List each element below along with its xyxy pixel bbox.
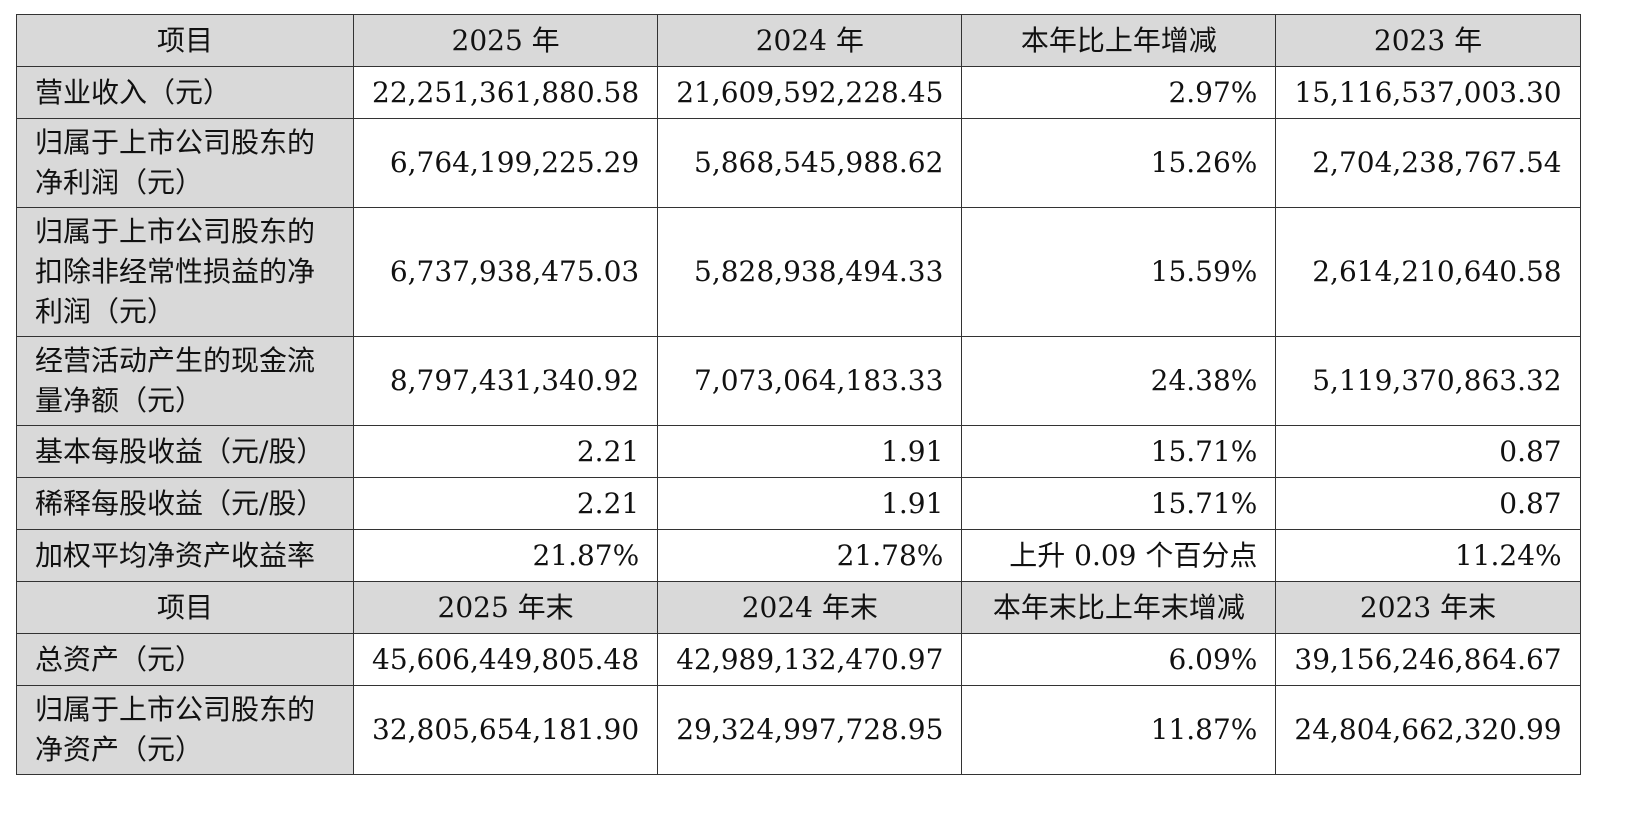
value-2024: 29,324,997,728.95 (657, 685, 963, 775)
row-label-line: 总资产（元） (35, 642, 204, 676)
header-cell-item: 项目 (16, 14, 354, 67)
row-label: 归属于上市公司股东的 净资产（元） (16, 685, 354, 775)
value-2023: 0.87 (1275, 425, 1581, 478)
table-row: 经营活动产生的现金流 量净额（元） 8,797,431,340.92 7,073… (16, 336, 1581, 426)
table-row: 归属于上市公司股东的 扣除非经常性损益的净 利润（元） 6,737,938,47… (16, 207, 1581, 337)
value-2024: 5,868,545,988.62 (657, 118, 963, 208)
row-label-line: 基本每股收益（元/股） (35, 434, 325, 468)
table-row: 归属于上市公司股东的 净利润（元） 6,764,199,225.29 5,868… (16, 118, 1581, 208)
value-change: 11.87% (961, 685, 1277, 775)
value-2023: 5,119,370,863.32 (1275, 336, 1581, 426)
value-2025: 6,764,199,225.29 (352, 118, 659, 208)
value-change: 15.26% (961, 118, 1277, 208)
value-2025: 22,251,361,880.58 (352, 66, 659, 119)
header-cell-change-end: 本年末比上年末增减 (961, 581, 1277, 634)
row-label-line: 稀释每股收益（元/股） (35, 486, 325, 520)
header-cell-item: 项目 (16, 581, 354, 634)
value-2025: 32,805,654,181.90 (352, 685, 659, 775)
row-label-line: 净利润（元） (35, 166, 204, 199)
value-2025: 6,737,938,475.03 (352, 207, 659, 337)
row-label-line: 归属于上市公司股东的 (35, 215, 316, 248)
header-row-annual: 项目 2025 年 2024 年 本年比上年增减 2023 年 (16, 14, 1581, 67)
header-cell-2023: 2023 年 (1275, 14, 1581, 67)
header-cell-2023-end: 2023 年末 (1275, 581, 1581, 634)
table-row: 基本每股收益（元/股） 2.21 1.91 15.71% 0.87 (16, 425, 1581, 478)
value-2023: 39,156,246,864.67 (1275, 633, 1581, 686)
row-label-line: 加权平均净资产收益率 (35, 538, 316, 572)
row-label: 经营活动产生的现金流 量净额（元） (16, 336, 354, 426)
value-2024: 7,073,064,183.33 (657, 336, 963, 426)
value-change: 上升 0.09 个百分点 (961, 529, 1277, 582)
value-2024: 21.78% (657, 529, 963, 582)
table-row: 归属于上市公司股东的 净资产（元） 32,805,654,181.90 29,3… (16, 685, 1581, 775)
value-change: 6.09% (961, 633, 1277, 686)
table-row: 稀释每股收益（元/股） 2.21 1.91 15.71% 0.87 (16, 477, 1581, 530)
value-2025: 2.21 (352, 477, 659, 530)
financial-summary-table: 项目 2025 年 2024 年 本年比上年增减 2023 年 营业收入（元） … (16, 14, 1581, 775)
value-2024: 21,609,592,228.45 (657, 66, 963, 119)
row-label-line: 经营活动产生的现金流 (35, 344, 316, 377)
value-change: 24.38% (961, 336, 1277, 426)
value-change: 15.71% (961, 425, 1277, 478)
header-cell-2024: 2024 年 (657, 14, 963, 67)
value-2025: 21.87% (352, 529, 659, 582)
row-label-line: 扣除非经常性损益的净 (35, 255, 316, 288)
header-cell-2025-end: 2025 年末 (352, 581, 659, 634)
value-2024: 42,989,132,470.97 (657, 633, 963, 686)
value-2023: 2,614,210,640.58 (1275, 207, 1581, 337)
value-2025: 8,797,431,340.92 (352, 336, 659, 426)
value-change: 15.59% (961, 207, 1277, 337)
row-label: 加权平均净资产收益率 (16, 529, 354, 582)
row-label-line: 营业收入（元） (35, 75, 232, 109)
header-cell-change: 本年比上年增减 (961, 14, 1277, 67)
table-row: 加权平均净资产收益率 21.87% 21.78% 上升 0.09 个百分点 11… (16, 529, 1581, 582)
row-label: 归属于上市公司股东的 净利润（元） (16, 118, 354, 208)
row-label: 基本每股收益（元/股） (16, 425, 354, 478)
row-label-line: 利润（元） (35, 295, 176, 328)
header-cell-2025: 2025 年 (352, 14, 659, 67)
value-2024: 1.91 (657, 425, 963, 478)
value-2023: 15,116,537,003.30 (1275, 66, 1581, 119)
row-label: 稀释每股收益（元/股） (16, 477, 354, 530)
value-change: 15.71% (961, 477, 1277, 530)
value-2025: 45,606,449,805.48 (352, 633, 659, 686)
row-label-line: 净资产（元） (35, 733, 204, 766)
row-label-line: 量净额（元） (35, 384, 204, 417)
value-2023: 2,704,238,767.54 (1275, 118, 1581, 208)
row-label: 归属于上市公司股东的 扣除非经常性损益的净 利润（元） (16, 207, 354, 337)
header-cell-2024-end: 2024 年末 (657, 581, 963, 634)
value-2023: 24,804,662,320.99 (1275, 685, 1581, 775)
value-2023: 11.24% (1275, 529, 1581, 582)
value-2023: 0.87 (1275, 477, 1581, 530)
value-2024: 1.91 (657, 477, 963, 530)
row-label: 营业收入（元） (16, 66, 354, 119)
value-2025: 2.21 (352, 425, 659, 478)
table-row: 总资产（元） 45,606,449,805.48 42,989,132,470.… (16, 633, 1581, 686)
value-2024: 5,828,938,494.33 (657, 207, 963, 337)
row-label-line: 归属于上市公司股东的 (35, 126, 316, 159)
row-label: 总资产（元） (16, 633, 354, 686)
row-label-line: 归属于上市公司股东的 (35, 693, 316, 726)
value-change: 2.97% (961, 66, 1277, 119)
header-row-year-end: 项目 2025 年末 2024 年末 本年末比上年末增减 2023 年末 (16, 581, 1581, 634)
table-row: 营业收入（元） 22,251,361,880.58 21,609,592,228… (16, 66, 1581, 119)
